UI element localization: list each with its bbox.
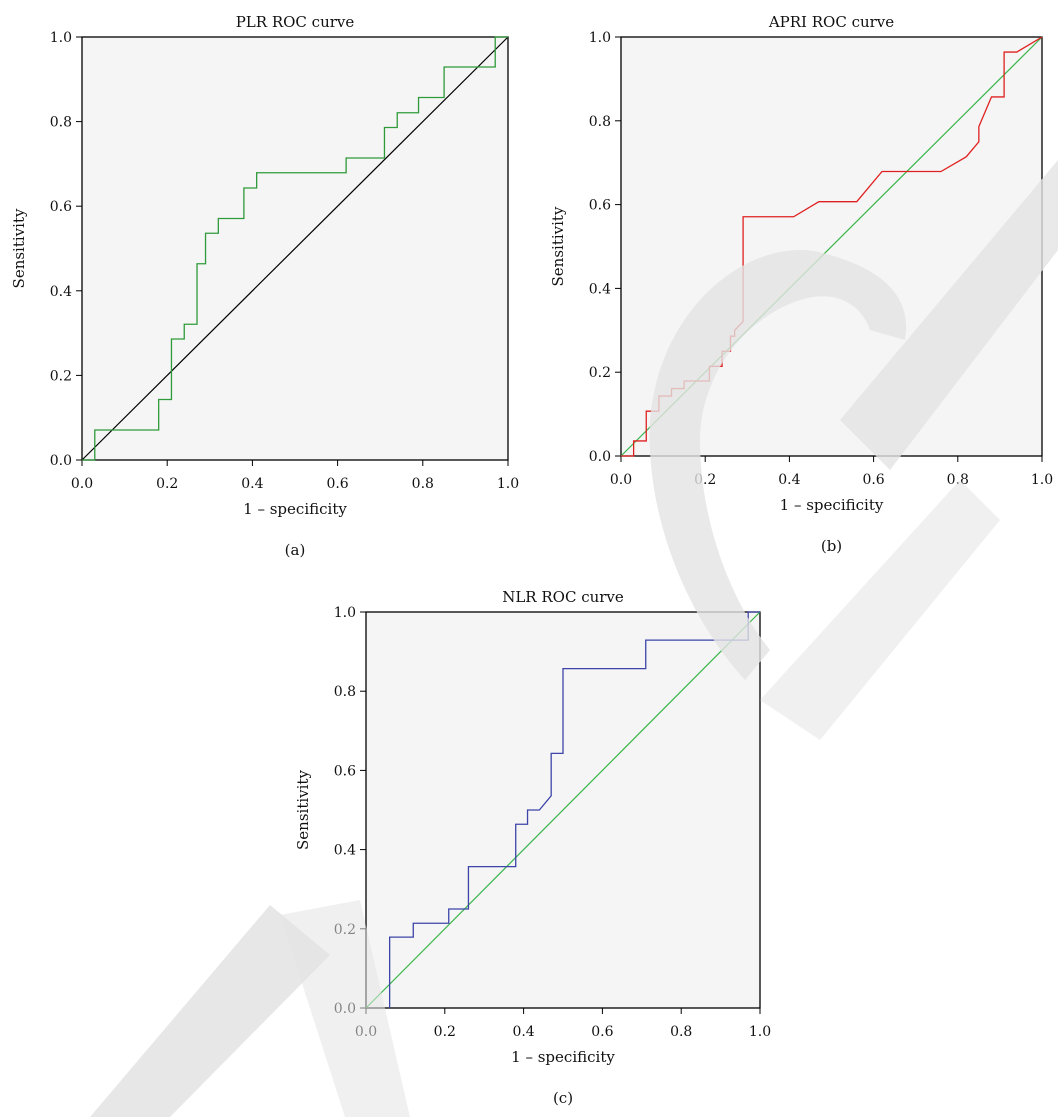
watermark-letter-c-arc: [649, 249, 907, 680]
y-tick-label: 0.4: [589, 281, 611, 297]
y-tick-label: 0.2: [589, 365, 611, 381]
y-axis-label: Sensitivity: [549, 206, 567, 286]
x-tick-label: 0.6: [326, 476, 348, 492]
chart-title: APRI ROC curve: [768, 13, 894, 31]
reference-diagonal-line: [81, 36, 509, 461]
y-tick-label: 0.0: [50, 453, 72, 469]
watermark-overlay: [90, 160, 1058, 1117]
chart-title: PLR ROC curve: [236, 13, 355, 31]
x-tick-label: 0.6: [591, 1024, 613, 1040]
x-tick-label: 0.6: [862, 472, 884, 488]
y-tick-label: 0.8: [50, 115, 72, 131]
roc-curve-line: [388, 611, 760, 1008]
x-axis-label: 1 – specificity: [780, 496, 884, 514]
x-tick-label: 1.0: [497, 476, 519, 492]
y-tick-label: 0.2: [50, 368, 72, 384]
roc-panel-a: PLR ROC curve 0.0 0.2 0.4 0.6 0.8 1.0 0.0 0.2 0.4…: [10, 13, 519, 559]
x-tick-label: 0.2: [434, 1024, 456, 1040]
x-tick-label: 1.0: [749, 1024, 771, 1040]
roc-curve-line: [82, 36, 508, 461]
x-axis-label: 1 – specificity: [511, 1048, 615, 1066]
y-tick-label: 0.4: [50, 284, 72, 300]
x-tick-label: 0.8: [670, 1024, 692, 1040]
y-tick-label: 0.8: [334, 684, 356, 700]
y-tick-label: 0.0: [589, 449, 611, 465]
panel-label: (b): [821, 537, 842, 555]
x-tick-label: 0.0: [610, 472, 632, 488]
watermark-letter-t-stem: [280, 900, 410, 1117]
chart-title: NLR ROC curve: [502, 588, 624, 606]
x-tick-label: 0.4: [241, 476, 263, 492]
x-tick-label: 0.2: [156, 476, 178, 492]
watermark-stroke-right: [840, 160, 1058, 470]
x-tick-label: 1.0: [1031, 472, 1053, 488]
x-tick-label: 0.4: [778, 472, 800, 488]
y-tick-label: 1.0: [589, 30, 611, 46]
x-tick-label: 0.4: [512, 1024, 534, 1040]
x-tick-label: 0.0: [71, 476, 93, 492]
y-tick-label: 0.6: [589, 198, 611, 214]
y-tick-label: 1.0: [334, 605, 356, 621]
panel-label: (c): [553, 1089, 573, 1107]
y-axis-label: Sensitivity: [294, 770, 312, 850]
y-tick-label: 0.8: [589, 114, 611, 130]
x-axis-label: 1 – specificity: [243, 500, 347, 518]
panel-label: (a): [285, 541, 306, 559]
y-tick-label: 0.6: [50, 199, 72, 215]
y-tick-label: 0.6: [334, 763, 356, 779]
y-tick-label: 1.0: [50, 30, 72, 46]
roc-panel-c: NLR ROC curve0.00.20.40.60.81.00.00.20.4…: [294, 588, 771, 1107]
y-axis-label: Sensitivity: [10, 208, 28, 288]
reference-diagonal-line: [365, 611, 761, 1009]
y-tick-label: 0.4: [334, 843, 356, 859]
x-tick-label: 0.8: [412, 476, 434, 492]
watermark-letter-t-bar: [90, 905, 330, 1117]
watermark-stroke-lower: [760, 480, 1000, 740]
